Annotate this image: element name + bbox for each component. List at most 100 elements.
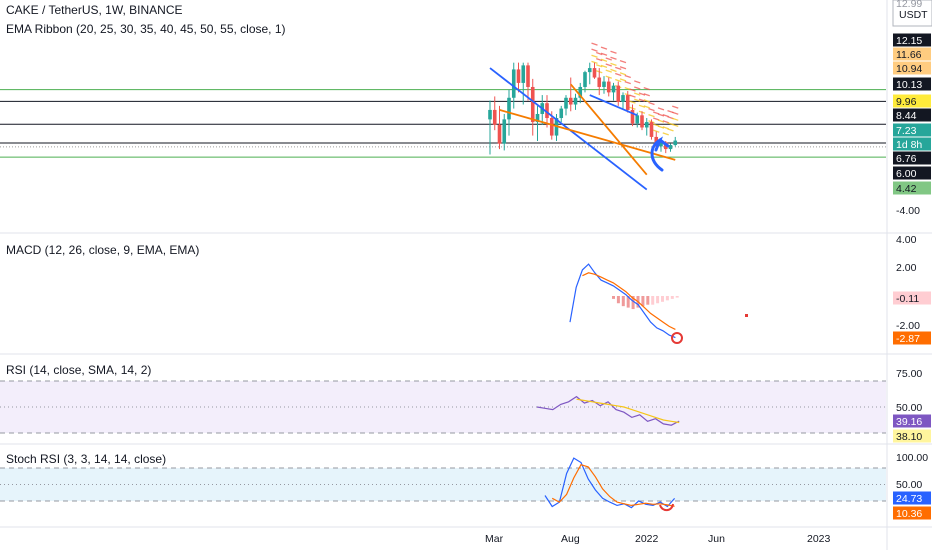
ema-ribbon-mark: [662, 132, 669, 136]
candle[interactable]: [587, 68, 592, 73]
candle[interactable]: [578, 86, 583, 98]
candle[interactable]: [611, 85, 616, 93]
stoch-rsi-legend[interactable]: Stoch RSI (3, 3, 14, 14, close): [6, 452, 167, 466]
price-axis-label[interactable]: 6.76: [896, 153, 917, 165]
candle[interactable]: [592, 68, 597, 78]
macd-legend[interactable]: MACD (12, 26, close, 9, EMA, EMA): [6, 243, 200, 257]
macd-signal-line[interactable]: [582, 272, 676, 330]
candle[interactable]: [521, 65, 526, 83]
ema-ribbon-mark: [615, 66, 622, 71]
price-axis-label[interactable]: 12.15: [896, 35, 922, 47]
time-axis[interactable]: Mar Aug 2022 Jun 2023: [485, 533, 831, 545]
trendline-blue[interactable]: [589, 94, 638, 117]
time-axis-label[interactable]: Jun: [708, 533, 725, 545]
price-axis-label[interactable]: 10.94: [896, 63, 922, 75]
candle[interactable]: [497, 124, 502, 144]
price-axis-label[interactable]: 10.13: [896, 79, 922, 91]
candle[interactable]: [597, 77, 602, 87]
candle[interactable]: [640, 115, 644, 128]
price-axis-label[interactable]: 1d 8h: [896, 139, 922, 151]
ema-ribbon-mark: [624, 80, 631, 85]
macd-axis-tick[interactable]: 2.00: [896, 262, 917, 274]
macd-axis-tick[interactable]: -2.00: [896, 320, 920, 332]
macd-pane[interactable]: [569, 263, 748, 344]
macd-histogram-bar: [641, 296, 645, 307]
time-axis-label[interactable]: 2023: [807, 533, 831, 545]
symbol-title[interactable]: CAKE / TetherUS, 1W, BINANCE: [6, 3, 183, 17]
rsi-axis-tick[interactable]: 75.00: [896, 368, 922, 380]
candle[interactable]: [511, 69, 516, 98]
candle[interactable]: [516, 69, 521, 83]
candle[interactable]: [606, 81, 611, 93]
candle[interactable]: [602, 81, 606, 87]
candle[interactable]: [568, 97, 573, 105]
stoch-k-line[interactable]: [544, 457, 676, 509]
candle[interactable]: [630, 109, 635, 124]
price-axis-label[interactable]: 8.44: [896, 110, 917, 122]
stoch-axis-tick[interactable]: 100.00: [896, 452, 928, 464]
ema-ribbon-mark: [634, 86, 641, 90]
candle[interactable]: [616, 85, 621, 102]
candle[interactable]: [621, 95, 625, 102]
candle[interactable]: [535, 113, 540, 123]
price-axis-label[interactable]: 7.23: [896, 125, 917, 137]
candle[interactable]: [625, 95, 630, 110]
rsi-ma-line[interactable]: [576, 398, 680, 424]
trendline-orange[interactable]: [499, 109, 676, 161]
stoch-band: [0, 468, 886, 501]
ema-ribbon-mark: [605, 63, 612, 67]
candle[interactable]: [559, 108, 564, 119]
candle[interactable]: [549, 118, 554, 136]
candle[interactable]: [659, 142, 663, 147]
ema-ribbon-legend[interactable]: EMA Ribbon (20, 25, 30, 35, 40, 45, 50, …: [6, 22, 286, 36]
candle[interactable]: [545, 103, 549, 119]
stoch-pane[interactable]: [0, 457, 886, 512]
rsi-pane[interactable]: [0, 380, 886, 434]
ema-ribbon-mark: [643, 87, 650, 91]
rsi-axis-tick[interactable]: 50.00: [896, 402, 922, 414]
candle[interactable]: [649, 122, 654, 137]
macd-line[interactable]: [569, 263, 676, 339]
price-axis-label[interactable]: 11.66: [896, 49, 922, 61]
currency-badge[interactable]: USDT: [899, 9, 928, 21]
candle[interactable]: [564, 97, 568, 109]
macd-axis-tick[interactable]: 4.00: [896, 234, 917, 246]
price-axis-label[interactable]: 4.42: [896, 183, 917, 195]
time-axis-label[interactable]: Mar: [485, 533, 504, 545]
candle[interactable]: [507, 97, 511, 120]
price-axis-label[interactable]: -4.00: [896, 205, 920, 217]
stoch-d-line[interactable]: [551, 463, 675, 507]
candle[interactable]: [583, 72, 587, 87]
stoch-k-value-label[interactable]: 24.73: [896, 493, 922, 505]
rsi-ma-value-label[interactable]: 38.10: [896, 431, 922, 443]
time-axis-label[interactable]: Aug: [561, 533, 580, 545]
price-axis-label[interactable]: 9.96: [896, 96, 917, 108]
macd-circle-annotation: [671, 332, 683, 344]
time-axis-label[interactable]: 2022: [635, 533, 659, 545]
candle[interactable]: [526, 65, 530, 87]
stoch-axis-tick[interactable]: 50.00: [896, 479, 922, 491]
ema-ribbon-mark: [600, 58, 608, 62]
macd-value-label[interactable]: -0.11: [896, 293, 919, 305]
candle[interactable]: [635, 115, 640, 124]
macd-histogram-bar: [651, 296, 655, 305]
price-pane[interactable]: [0, 42, 886, 191]
ema-ribbon-mark: [600, 52, 608, 56]
candle[interactable]: [502, 119, 507, 144]
rsi-legend[interactable]: RSI (14, close, SMA, 14, 2): [6, 363, 152, 377]
candle[interactable]: [668, 145, 673, 150]
candle[interactable]: [644, 122, 649, 128]
trendline-orange[interactable]: [570, 83, 648, 176]
candle[interactable]: [673, 140, 678, 146]
candle[interactable]: [530, 86, 535, 123]
price-axis-label[interactable]: 6.00: [896, 168, 917, 180]
candle[interactable]: [492, 109, 497, 125]
candle[interactable]: [488, 109, 492, 120]
candle[interactable]: [573, 97, 578, 105]
rsi-line[interactable]: [536, 395, 680, 426]
macd-signal-value-label[interactable]: -2.87: [896, 333, 920, 345]
stoch-d-value-label[interactable]: 10.36: [896, 508, 922, 520]
rsi-value-label[interactable]: 39.16: [896, 416, 922, 428]
